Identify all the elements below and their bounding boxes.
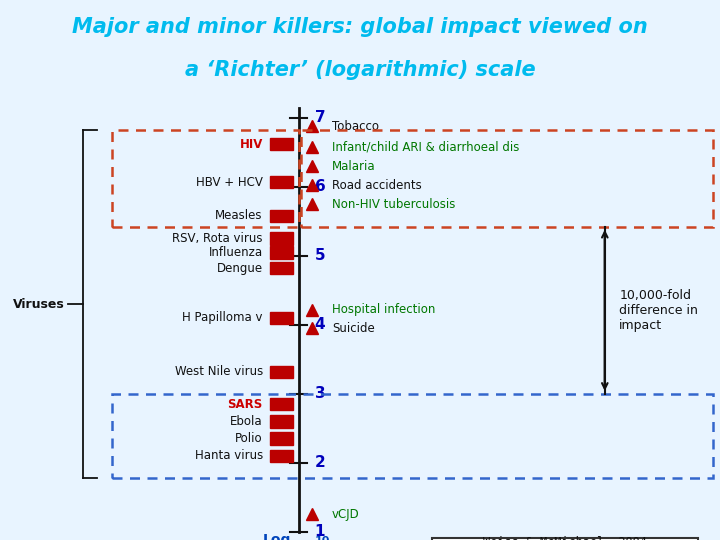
- Text: Infant/child ARI & diarrhoeal dis: Infant/child ARI & diarrhoeal dis: [332, 140, 519, 153]
- Text: RSV, Rota virus: RSV, Rota virus: [172, 232, 263, 245]
- Text: Viruses: Viruses: [13, 298, 65, 310]
- Bar: [112, 394, 713, 478]
- Bar: [270, 176, 293, 188]
- Text: Influenza: Influenza: [209, 246, 263, 259]
- Text: Hospital infection: Hospital infection: [332, 303, 436, 316]
- Text: 7: 7: [315, 110, 325, 125]
- Text: 5: 5: [315, 248, 325, 264]
- Text: 10,000-fold
difference in
impact: 10,000-fold difference in impact: [619, 289, 698, 332]
- Text: Log: Log: [263, 533, 291, 540]
- Bar: [270, 312, 293, 324]
- Text: 4: 4: [315, 318, 325, 332]
- Bar: [270, 366, 293, 378]
- Text: Measles: Measles: [215, 210, 263, 222]
- Text: 6: 6: [315, 179, 325, 194]
- Bar: [270, 138, 293, 150]
- Text: Malaria: Malaria: [332, 160, 376, 173]
- Text: HIV: HIV: [240, 138, 263, 151]
- Text: SARS: SARS: [228, 397, 263, 410]
- Bar: [270, 433, 293, 445]
- Text: West Nile virus: West Nile virus: [174, 365, 263, 378]
- Text: Non-HIV tuberculosis: Non-HIV tuberculosis: [332, 198, 455, 211]
- Text: 10: 10: [315, 536, 330, 540]
- Text: Major and minor killers: global impact viewed on: Major and minor killers: global impact v…: [72, 17, 648, 37]
- Text: HBV + HCV: HBV + HCV: [196, 176, 263, 188]
- Text: Weiss & McMichael, 2004: Weiss & McMichael, 2004: [483, 536, 647, 540]
- Text: 3: 3: [315, 386, 325, 401]
- Text: H Papilloma v: H Papilloma v: [182, 312, 263, 325]
- Text: a ‘Richter’ (logarithmic) scale: a ‘Richter’ (logarithmic) scale: [185, 60, 535, 80]
- Bar: [432, 538, 698, 540]
- Bar: [270, 232, 293, 245]
- Bar: [270, 210, 293, 222]
- Text: 2: 2: [315, 455, 325, 470]
- Text: Hanta virus: Hanta virus: [194, 449, 263, 462]
- Bar: [270, 415, 293, 428]
- Text: Suicide: Suicide: [332, 322, 374, 335]
- Bar: [270, 262, 293, 274]
- Bar: [270, 398, 293, 410]
- Text: Tobacco: Tobacco: [332, 120, 379, 133]
- Text: Ebola: Ebola: [230, 415, 263, 428]
- Text: vCJD: vCJD: [332, 508, 360, 521]
- Bar: [270, 246, 293, 259]
- Text: Polio: Polio: [235, 432, 263, 445]
- Text: Dengue: Dengue: [217, 262, 263, 275]
- Text: Road accidents: Road accidents: [332, 179, 422, 192]
- Bar: [270, 450, 293, 462]
- Bar: [301, 130, 713, 227]
- Bar: [112, 130, 299, 227]
- Text: 1: 1: [315, 524, 325, 539]
